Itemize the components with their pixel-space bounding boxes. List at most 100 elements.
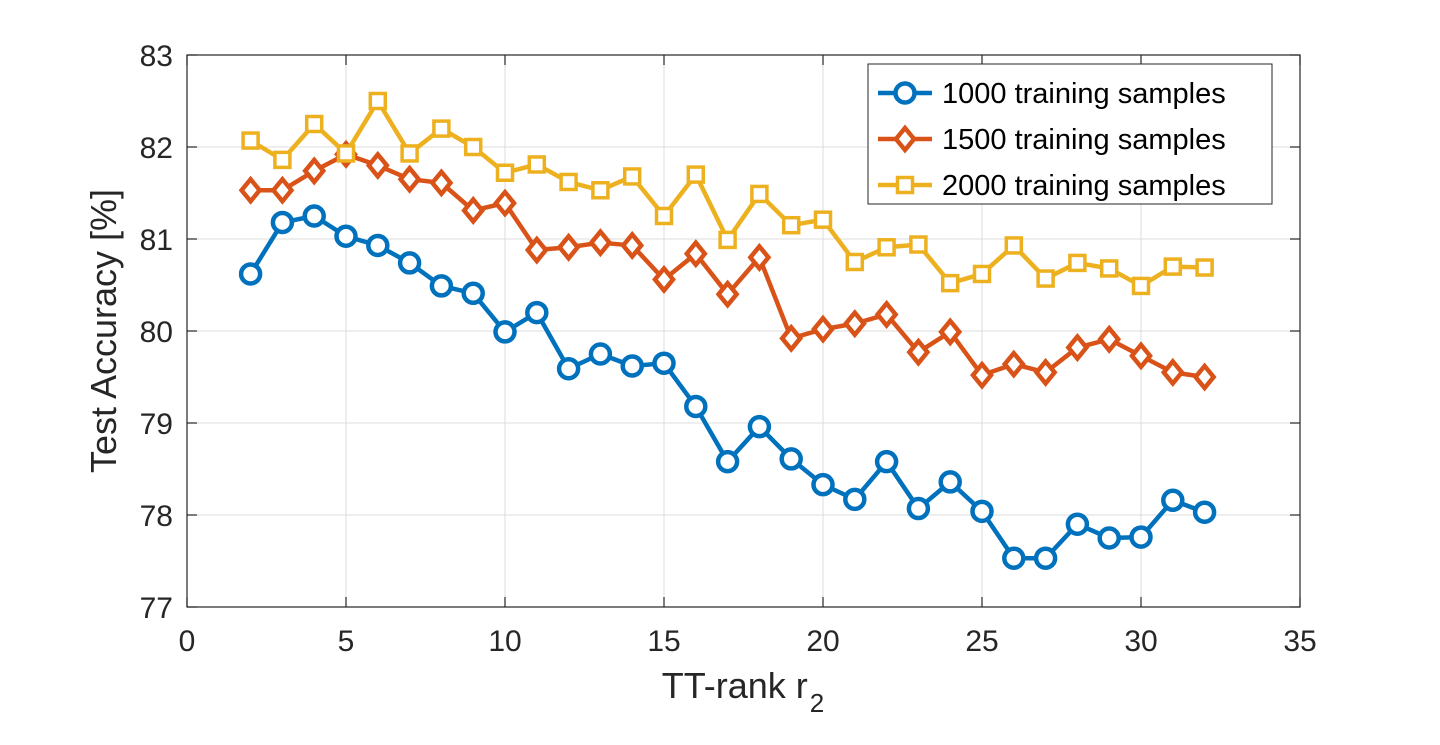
data-point-circle <box>1065 512 1090 536</box>
data-point-square <box>940 273 960 293</box>
legend-marker-square <box>895 175 915 195</box>
data-point-diamond <box>302 156 327 186</box>
x-tick-label: 35 <box>1283 625 1316 658</box>
data-point-square <box>972 264 992 284</box>
data-point-circle <box>811 472 835 497</box>
data-point-square <box>845 252 865 272</box>
data-point-square <box>273 150 292 170</box>
data-point-diamond <box>842 309 867 339</box>
x-tick-label: 10 <box>488 625 521 658</box>
data-point-diamond <box>556 232 581 262</box>
data-point-diamond <box>397 164 422 194</box>
data-point-diamond <box>652 264 676 295</box>
data-point-diamond <box>238 175 263 205</box>
data-point-circle <box>874 449 899 474</box>
x-tick-label: 0 <box>179 625 196 658</box>
data-point-square <box>336 144 356 163</box>
data-point-diamond <box>1129 341 1153 371</box>
data-point-circle <box>652 351 676 375</box>
data-point-circle <box>556 356 581 381</box>
legend-label: 1500 training samples <box>942 124 1226 156</box>
series-3 <box>241 91 1214 296</box>
data-point-diamond <box>588 228 613 258</box>
data-point-diamond <box>874 299 899 329</box>
data-point-square <box>1068 253 1087 273</box>
data-point-circle <box>525 300 549 325</box>
data-point-diamond <box>365 150 390 180</box>
x-tick-labels: 0 5 10 15 20 25 30 35 <box>179 625 1317 658</box>
y-tick-labels: 77 78 79 80 81 82 83 <box>140 40 173 625</box>
data-point-square <box>877 238 896 257</box>
series-1 <box>238 204 1217 570</box>
data-point-diamond <box>1097 324 1122 354</box>
data-point-diamond <box>429 168 454 198</box>
data-point-circle <box>938 470 962 494</box>
legend-label: 2000 training samples <box>942 170 1226 202</box>
x-axis-title-subscript: 2 <box>810 688 824 718</box>
data-point-square <box>1131 276 1151 296</box>
x-tick-label: 20 <box>806 625 839 658</box>
y-tick-label: 77 <box>140 592 173 625</box>
data-point-diamond <box>811 314 835 344</box>
data-point-square <box>241 131 260 150</box>
data-point-square <box>400 144 419 163</box>
data-point-circle <box>1033 546 1058 570</box>
data-point-circle <box>366 233 390 258</box>
x-tick-label: 5 <box>338 625 355 658</box>
data-point-square <box>304 114 324 134</box>
x-tick-label: 15 <box>647 625 680 658</box>
data-point-square <box>1163 257 1183 276</box>
data-point-square <box>1099 259 1119 278</box>
y-tick-label: 80 <box>140 316 173 349</box>
data-point-diamond <box>715 279 740 309</box>
data-point-diamond <box>1192 362 1217 392</box>
data-point-square <box>622 167 642 186</box>
y-tick-label: 79 <box>140 408 173 441</box>
data-point-square <box>654 206 674 226</box>
data-point-circle <box>397 251 422 275</box>
data-point-square <box>495 163 515 183</box>
data-point-circle <box>238 262 263 286</box>
y-axis-title: Test Accuracy [%] <box>83 189 124 473</box>
y-tick-label: 82 <box>140 132 173 165</box>
data-point-diamond <box>747 242 772 272</box>
data-point-diamond <box>461 195 486 226</box>
data-point-diamond <box>1160 357 1185 387</box>
legend-entry-1: 1000 training samples <box>878 78 1226 110</box>
data-point-diamond <box>1033 357 1058 387</box>
data-point-circle <box>588 342 613 366</box>
legend: 1000 training samples 1500 training sampl… <box>867 63 1273 205</box>
data-point-diamond <box>1065 333 1090 363</box>
data-point-diamond <box>970 360 994 390</box>
data-point-circle <box>1192 500 1217 524</box>
data-point-square <box>750 184 769 204</box>
ticks <box>186 54 1301 608</box>
x-tick-label: 25 <box>965 625 998 658</box>
data-point-square <box>686 165 706 184</box>
legend-entry-3: 2000 training samples <box>878 170 1226 202</box>
data-point-square <box>432 119 451 138</box>
data-point-circle <box>779 447 803 471</box>
data-point-circle <box>1097 526 1121 550</box>
legend-box <box>867 63 1273 205</box>
data-point-circle <box>843 487 867 512</box>
data-point-square <box>463 137 483 157</box>
data-point-square <box>1195 258 1214 277</box>
legend-entries: 1000 training samples 1500 training sampl… <box>878 78 1226 202</box>
data-point-circle <box>334 224 358 248</box>
data-point-square <box>718 230 737 250</box>
legend-entry-2: 1500 training samples <box>878 124 1226 156</box>
legend-marker-circle <box>893 81 917 105</box>
y-tick-label: 83 <box>140 40 173 73</box>
data-point-circle <box>461 281 485 306</box>
data-point-square <box>1036 269 1055 288</box>
data-point-diamond <box>779 323 804 353</box>
data-point-square <box>781 215 801 235</box>
data-point-circle <box>747 414 772 439</box>
data-point-circle <box>620 354 644 378</box>
data-point-circle <box>1161 488 1185 513</box>
data-point-diamond <box>524 235 549 265</box>
data-point-square <box>368 91 388 111</box>
legend-marker-diamond <box>893 124 917 154</box>
